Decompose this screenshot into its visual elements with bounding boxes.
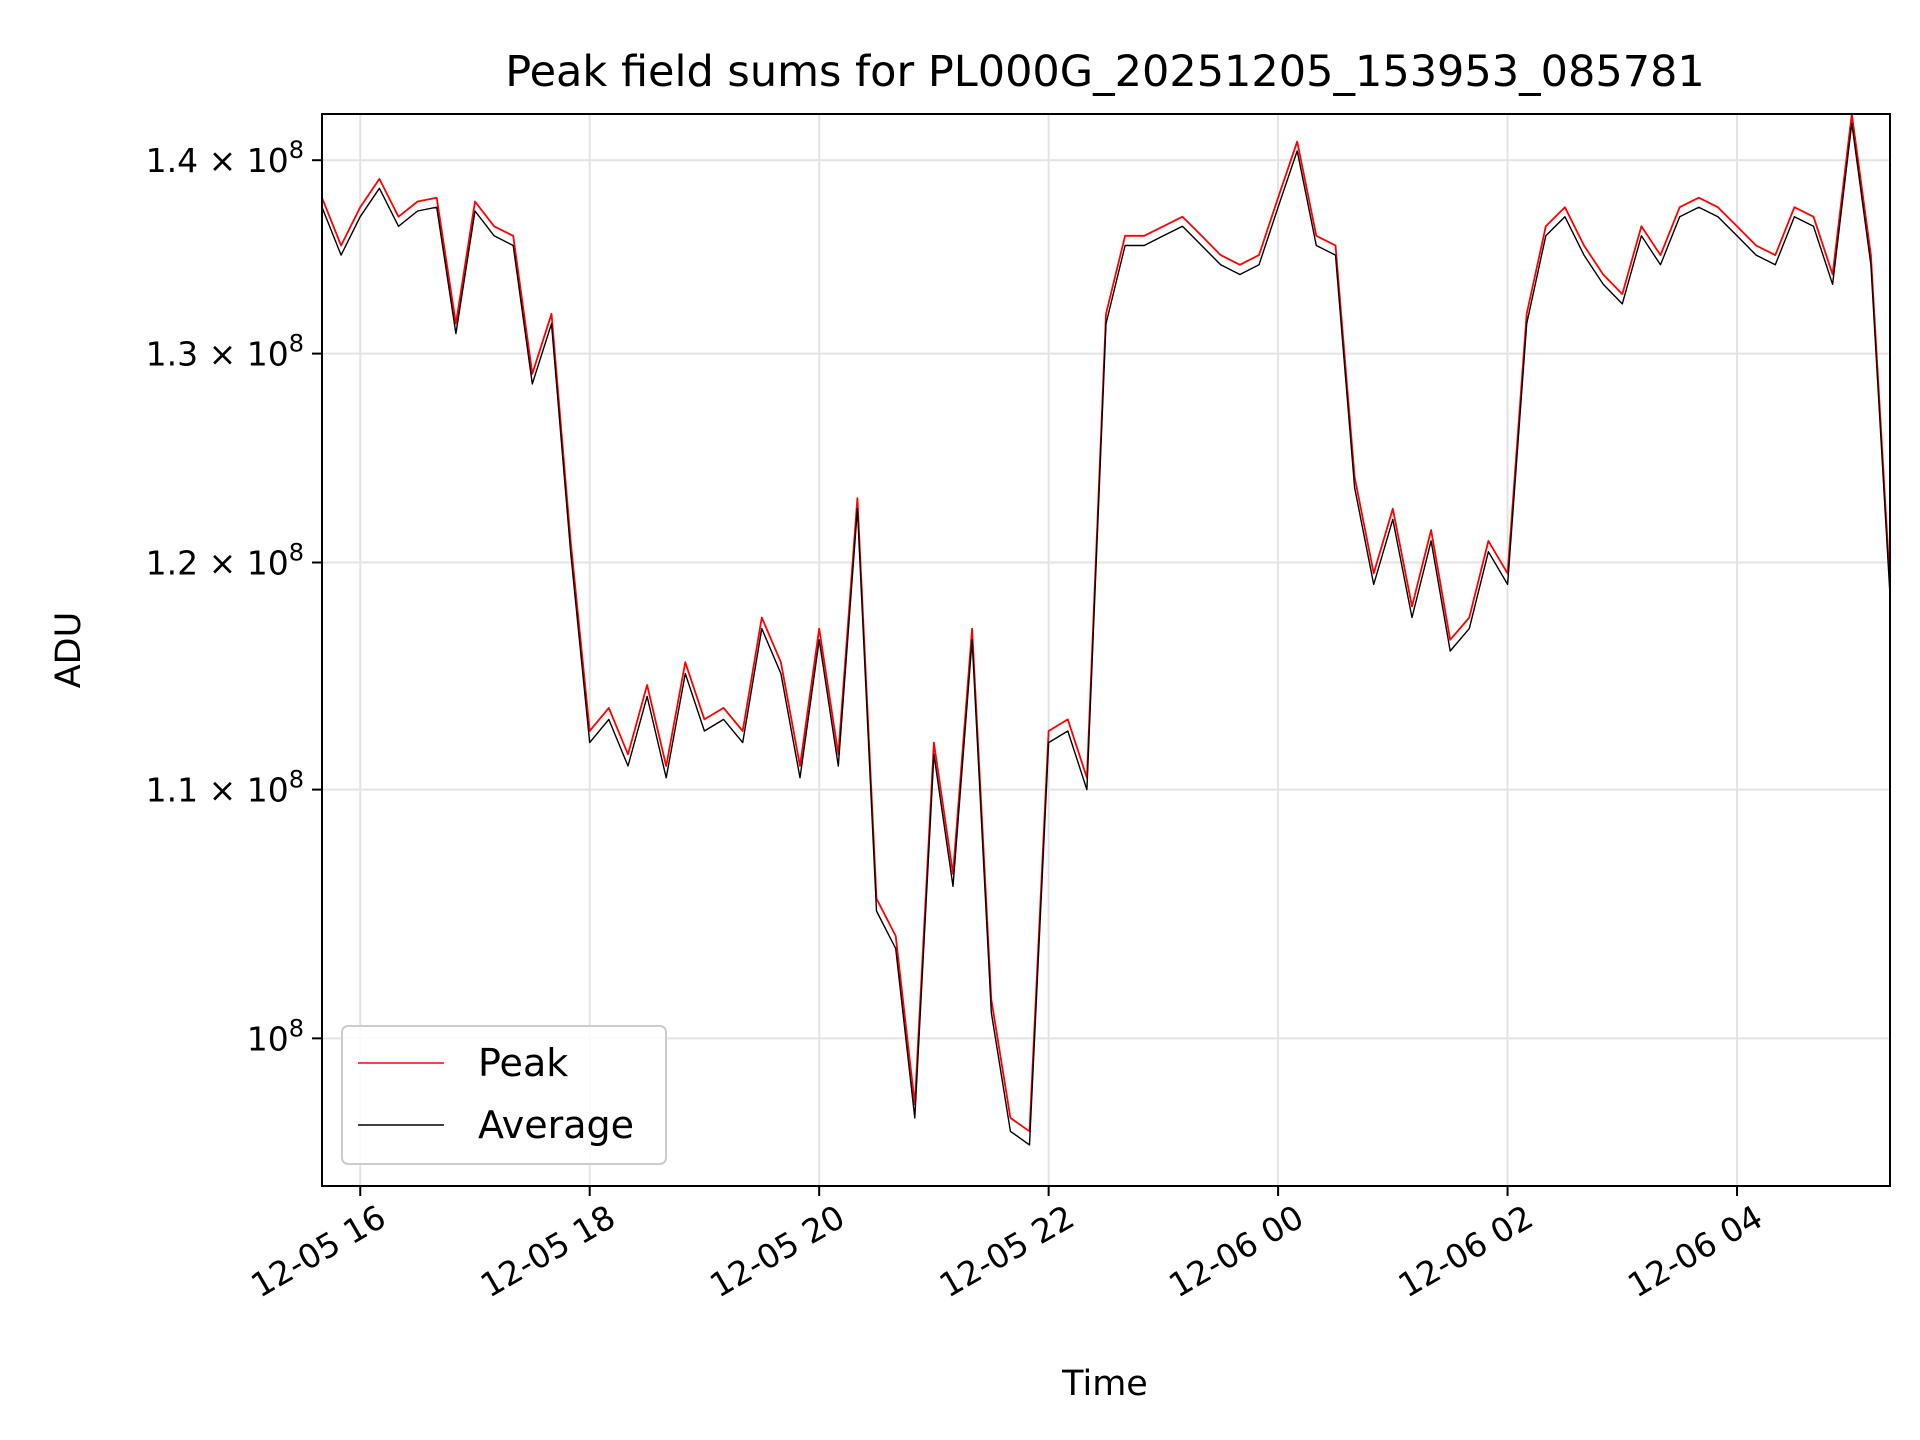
plot-series <box>321 113 1891 1146</box>
series-line-average <box>321 122 1891 1146</box>
y-tick-label-4: 1.4 × 108 <box>146 136 304 180</box>
y-axis: 108 1.1 × 108 1.2 × 108 1.3 × 108 1.4 × 108 <box>146 136 322 1058</box>
y-tick-label-3: 1.3 × 108 <box>146 330 304 374</box>
y-tick-label-2: 1.2 × 108 <box>146 539 304 583</box>
y-tick-label-0: 108 <box>247 1014 304 1058</box>
x-axis-title: Time <box>1061 1364 1148 1404</box>
legend-label-average: Average <box>478 1103 634 1147</box>
y-axis-title: ADU <box>49 612 89 689</box>
legend: Peak Average <box>341 1025 667 1165</box>
legend-label-peak: Peak <box>478 1041 568 1085</box>
grid-lines <box>322 114 1890 1186</box>
series-line-peak <box>321 113 1891 1133</box>
legend-box <box>341 1025 667 1165</box>
plot-area <box>321 113 1891 1187</box>
chart-title: Peak field sums for PL000G_20251205_1539… <box>505 47 1705 97</box>
y-tick-label-1: 1.1 × 108 <box>146 766 304 810</box>
